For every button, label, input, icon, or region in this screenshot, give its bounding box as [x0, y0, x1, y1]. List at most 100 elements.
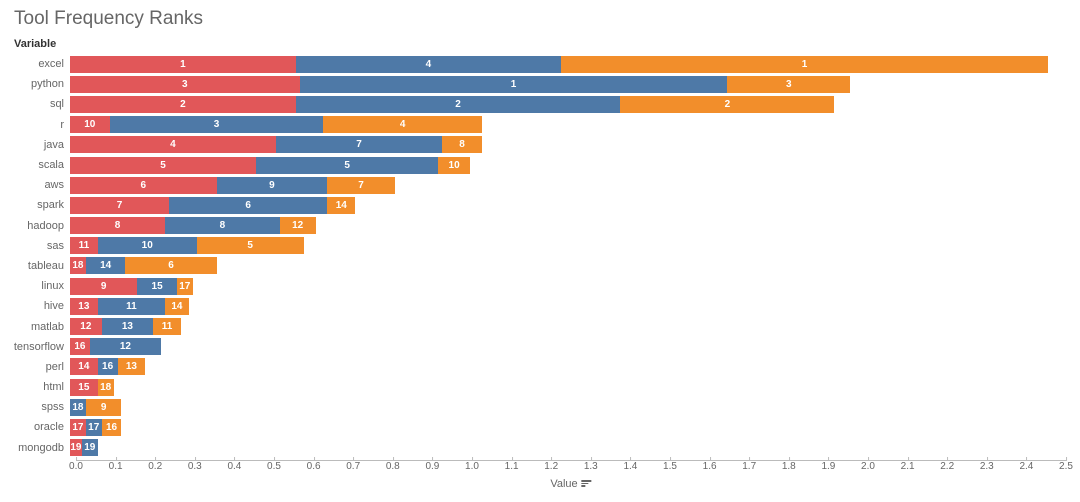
x-tick-label: 2.0 [861, 461, 875, 472]
chart-title: Tool Frequency Ranks [0, 0, 1080, 30]
plot-region: excel141python313sql222r1034java478scala… [76, 54, 1066, 458]
bar-segment: 6 [125, 257, 216, 274]
bar-segment: 10 [98, 237, 197, 254]
bar-segment: 14 [327, 197, 355, 214]
x-tick-label: 1.4 [623, 461, 637, 472]
bar-segment: 16 [98, 358, 118, 375]
bar-track: 131114 [70, 298, 1066, 315]
x-tick-label: 2.4 [1019, 461, 1033, 472]
x-axis: 0.00.10.20.30.40.50.60.70.80.91.01.11.21… [76, 460, 1066, 475]
bar-track: 1518 [70, 379, 1066, 396]
bar-row: aws697 [76, 175, 1066, 195]
y-tick-label: sql [0, 98, 70, 110]
bar-segment: 18 [70, 257, 86, 274]
bar-segment: 17 [177, 278, 193, 295]
x-axis-ticks: 0.00.10.20.30.40.50.60.70.80.91.01.11.21… [76, 461, 1066, 475]
y-tick-label: sas [0, 240, 70, 252]
bar-track: 91517 [70, 278, 1066, 295]
bar-segment: 13 [70, 298, 98, 315]
x-tick-label: 2.5 [1059, 461, 1073, 472]
bar-segment: 7 [327, 177, 394, 194]
bar-segment: 1 [300, 76, 728, 93]
bar-row: tensorflow1612 [76, 337, 1066, 357]
bar-row: spark7614 [76, 195, 1066, 215]
bar-segment: 19 [70, 439, 82, 456]
bar-segment: 7 [276, 136, 442, 153]
bar-segment: 15 [70, 379, 98, 396]
bar-segment: 9 [86, 399, 122, 416]
bar-segment: 19 [82, 439, 98, 456]
bar-segment: 17 [70, 419, 86, 436]
bar-segment: 12 [280, 217, 316, 234]
bar-track: 697 [70, 177, 1066, 194]
bar-segment: 2 [296, 96, 621, 113]
bar-track: 141613 [70, 358, 1066, 375]
y-axis-header: Variable [14, 38, 56, 50]
bar-segment: 14 [86, 257, 126, 274]
x-tick-label: 0.6 [307, 461, 321, 472]
bar-segment: 12 [90, 338, 161, 355]
bar-track: 141 [70, 56, 1066, 73]
bar-track: 18146 [70, 257, 1066, 274]
bar-segment: 17 [86, 419, 102, 436]
bar-segment: 8 [70, 217, 165, 234]
y-tick-label: excel [0, 58, 70, 70]
bar-track: 478 [70, 136, 1066, 153]
y-tick-label: linux [0, 280, 70, 292]
bar-row: tableau18146 [76, 256, 1066, 276]
y-tick-label: oracle [0, 421, 70, 433]
x-tick-label: 0.7 [346, 461, 360, 472]
y-tick-label: tensorflow [0, 341, 70, 353]
y-tick-label: scala [0, 159, 70, 171]
bar-track: 171716 [70, 419, 1066, 436]
x-tick-label: 0.8 [386, 461, 400, 472]
bar-segment: 10 [438, 157, 470, 174]
bar-track: 189 [70, 399, 1066, 416]
x-tick-label: 1.8 [782, 461, 796, 472]
bar-segment: 9 [217, 177, 328, 194]
x-tick-label: 1.5 [663, 461, 677, 472]
y-tick-label: spss [0, 401, 70, 413]
y-tick-label: python [0, 78, 70, 90]
bar-segment: 10 [70, 116, 110, 133]
bar-segment: 16 [102, 419, 122, 436]
x-tick-label: 0.1 [109, 461, 123, 472]
bar-row: python313 [76, 74, 1066, 94]
bar-segment: 18 [98, 379, 114, 396]
x-tick-label: 0.3 [188, 461, 202, 472]
x-tick-label: 0.9 [425, 461, 439, 472]
bar-segment: 12 [70, 318, 102, 335]
bar-segment: 15 [137, 278, 177, 295]
bar-segment: 1 [561, 56, 1048, 73]
bar-segment: 14 [70, 358, 98, 375]
x-axis-label-text: Value [550, 478, 577, 490]
bar-row: r1034 [76, 115, 1066, 135]
bar-segment: 2 [70, 96, 296, 113]
y-tick-label: spark [0, 199, 70, 211]
bar-track: 1034 [70, 116, 1066, 133]
bar-track: 313 [70, 76, 1066, 93]
bar-segment: 11 [70, 237, 98, 254]
bar-row: perl141613 [76, 357, 1066, 377]
bar-track: 222 [70, 96, 1066, 113]
y-tick-label: tableau [0, 260, 70, 272]
sort-descending-icon [582, 480, 592, 488]
bar-track: 8812 [70, 217, 1066, 234]
x-tick-label: 2.1 [901, 461, 915, 472]
bar-row: hive131114 [76, 296, 1066, 316]
bar-row: mongodb1919 [76, 438, 1066, 458]
bar-segment: 1 [70, 56, 296, 73]
bar-segment: 11 [153, 318, 181, 335]
bar-segment: 13 [118, 358, 146, 375]
bar-row: sql222 [76, 94, 1066, 114]
y-tick-label: mongodb [0, 442, 70, 454]
x-tick-label: 1.7 [742, 461, 756, 472]
bar-segment: 18 [70, 399, 86, 416]
x-tick-label: 0.5 [267, 461, 281, 472]
bar-row: linux91517 [76, 276, 1066, 296]
bar-segment: 4 [296, 56, 561, 73]
bar-row: oracle171716 [76, 417, 1066, 437]
x-tick-label: 2.2 [940, 461, 954, 472]
x-tick-label: 2.3 [980, 461, 994, 472]
y-tick-label: aws [0, 179, 70, 191]
